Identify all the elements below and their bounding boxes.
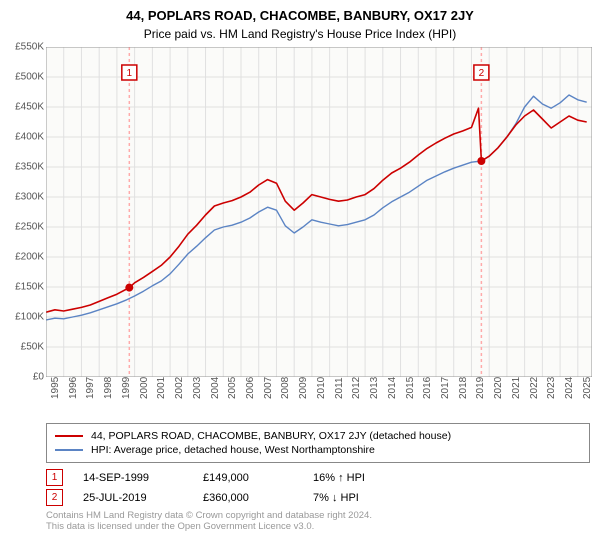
chart-title: 44, POPLARS ROAD, CHACOMBE, BANBURY, OX1… [0, 8, 600, 23]
chart-svg: 12 [46, 47, 592, 377]
x-axis-tick-label: 2010 [316, 377, 327, 399]
svg-text:2: 2 [479, 68, 485, 79]
y-axis-tick-label: £500K [15, 72, 44, 83]
x-axis-tick-label: 1997 [85, 377, 96, 399]
sale-marker-box: 2 [46, 489, 63, 506]
y-axis-tick-label: £100K [15, 312, 44, 323]
x-axis-tick-label: 2019 [475, 377, 486, 399]
y-axis-tick-label: £400K [15, 132, 44, 143]
x-axis-labels: 1995 1996 1997 1998 1999 2000 2001 2002 2003 2004… [46, 377, 592, 417]
x-axis-tick-label: 2011 [334, 377, 345, 399]
x-axis-tick-label: 2017 [440, 377, 451, 399]
y-axis-labels: £0£50K£100K£150K£200K£250K£300K£350K£400… [0, 47, 46, 377]
x-axis-tick-label: 2018 [458, 377, 469, 399]
legend-swatch [55, 449, 83, 451]
x-axis-tick-label: 2000 [139, 377, 150, 399]
sale-date: 25-JUL-2019 [83, 492, 203, 504]
y-axis-tick-label: £300K [15, 192, 44, 203]
footer-line-1: Contains HM Land Registry data © Crown c… [46, 510, 590, 521]
sale-diff: 16% ↑ HPI [313, 472, 423, 484]
y-axis-tick-label: £0 [33, 372, 44, 383]
chart-container: 44, POPLARS ROAD, CHACOMBE, BANBURY, OX1… [0, 8, 600, 532]
x-axis-tick-label: 2016 [422, 377, 433, 399]
sale-row: 1 14-SEP-1999£149,00016% ↑ HPI [46, 469, 590, 486]
x-axis-tick-label: 2022 [529, 377, 540, 399]
x-axis-tick-label: 2015 [405, 377, 416, 399]
x-axis-tick-label: 1995 [50, 377, 61, 399]
legend-row: 44, POPLARS ROAD, CHACOMBE, BANBURY, OX1… [55, 430, 581, 442]
legend-label: 44, POPLARS ROAD, CHACOMBE, BANBURY, OX1… [91, 430, 451, 442]
y-axis-tick-label: £450K [15, 102, 44, 113]
x-axis-tick-label: 1998 [103, 377, 114, 399]
x-axis-tick-label: 2020 [493, 377, 504, 399]
x-axis-tick-label: 2005 [227, 377, 238, 399]
x-axis-tick-label: 2004 [210, 377, 221, 399]
x-axis-tick-label: 2024 [564, 377, 575, 399]
sale-diff: 7% ↓ HPI [313, 492, 423, 504]
legend-box: 44, POPLARS ROAD, CHACOMBE, BANBURY, OX1… [46, 423, 590, 463]
x-axis-tick-label: 2008 [280, 377, 291, 399]
x-axis-tick-label: 2002 [174, 377, 185, 399]
x-axis-tick-label: 1996 [68, 377, 79, 399]
x-axis-tick-label: 2025 [582, 377, 593, 399]
x-axis-tick-label: 2014 [387, 377, 398, 399]
y-axis-tick-label: £250K [15, 222, 44, 233]
chart-outer: £0£50K£100K£150K£200K£250K£300K£350K£400… [0, 47, 600, 377]
y-axis-tick-label: £50K [21, 342, 44, 353]
sale-marker-box: 1 [46, 469, 63, 486]
x-axis-tick-label: 1999 [121, 377, 132, 399]
x-axis-tick-label: 2023 [546, 377, 557, 399]
x-axis-tick-label: 2009 [298, 377, 309, 399]
legend-row: HPI: Average price, detached house, West… [55, 444, 581, 456]
sales-table: 1 14-SEP-1999£149,00016% ↑ HPI 2 25-JUL-201… [46, 469, 590, 506]
x-axis-tick-label: 2012 [351, 377, 362, 399]
footer-line-2: This data is licensed under the Open Gov… [46, 521, 590, 532]
chart-plot-area: 12 [46, 47, 592, 377]
x-axis-tick-label: 2006 [245, 377, 256, 399]
x-axis-tick-label: 2001 [156, 377, 167, 399]
x-axis-tick-label: 2013 [369, 377, 380, 399]
svg-text:1: 1 [127, 68, 133, 79]
x-axis-tick-label: 2003 [192, 377, 203, 399]
x-axis-tick-label: 2021 [511, 377, 522, 399]
y-axis-tick-label: £150K [15, 282, 44, 293]
y-axis-tick-label: £550K [15, 42, 44, 53]
footer-note: Contains HM Land Registry data © Crown c… [46, 510, 590, 532]
y-axis-tick-label: £200K [15, 252, 44, 263]
sale-price: £149,000 [203, 472, 313, 484]
sale-date: 14-SEP-1999 [83, 472, 203, 484]
sale-price: £360,000 [203, 492, 313, 504]
legend-label: HPI: Average price, detached house, West… [91, 444, 375, 456]
x-axis-tick-label: 2007 [263, 377, 274, 399]
y-axis-tick-label: £350K [15, 162, 44, 173]
chart-subtitle: Price paid vs. HM Land Registry's House … [0, 27, 600, 41]
legend-swatch [55, 435, 83, 437]
sale-row: 2 25-JUL-2019£360,0007% ↓ HPI [46, 489, 590, 506]
